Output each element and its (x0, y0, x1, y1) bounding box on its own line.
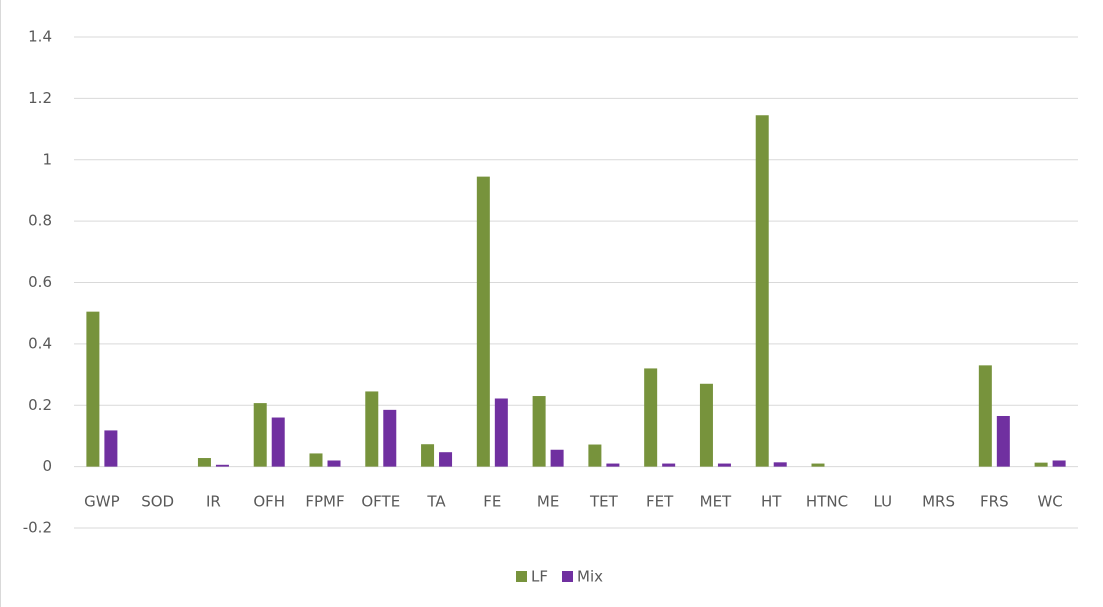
x-tick-label: OFTE (361, 493, 400, 511)
legend-label: Mix (577, 568, 603, 586)
y-tick-label: 1.2 (28, 89, 52, 107)
x-tick-label: SOD (141, 493, 174, 511)
y-tick-label: 0 (42, 457, 52, 475)
bar (978, 365, 992, 467)
bar (476, 176, 490, 467)
bar (271, 417, 285, 467)
bar (365, 391, 379, 467)
bar (644, 368, 658, 467)
legend-label: LF (531, 568, 548, 586)
x-tick-label: MRS (922, 493, 955, 511)
x-tick-label: HT (761, 493, 782, 511)
bar (811, 463, 825, 467)
x-tick-label: FRS (980, 493, 1009, 511)
bar (197, 458, 211, 467)
x-tick-label: TET (589, 493, 619, 511)
x-tick-label: IR (206, 493, 221, 511)
x-tick-label: HTNC (806, 493, 848, 511)
bar (439, 452, 453, 467)
bar (215, 464, 229, 467)
bar (1052, 460, 1066, 467)
x-tick-label: MET (700, 493, 732, 511)
bar (550, 449, 564, 467)
bar (996, 415, 1010, 467)
legend-swatch (562, 571, 573, 582)
bar (699, 383, 713, 467)
x-tick-label: ME (537, 493, 559, 511)
y-tick-label: -0.2 (23, 519, 52, 537)
y-tick-label: 0.2 (28, 396, 52, 414)
x-tick-label: LU (873, 493, 892, 511)
x-tick-label: OFH (253, 493, 285, 511)
bar (494, 398, 508, 467)
x-tick-label: FET (646, 493, 674, 511)
x-tick-label: GWP (84, 493, 120, 511)
bar (662, 463, 676, 467)
x-tick-label: TA (426, 493, 446, 511)
bar (588, 444, 602, 467)
x-tick-label: FE (483, 493, 501, 511)
bar (421, 444, 435, 467)
y-tick-label: 0.8 (28, 212, 52, 230)
y-tick-label: 0.6 (28, 273, 52, 291)
bar (104, 430, 118, 467)
y-tick-label: 1.4 (28, 28, 52, 46)
bar (86, 311, 100, 467)
y-tick-label: 1 (42, 150, 52, 168)
bar (606, 463, 620, 467)
bar (383, 409, 397, 467)
bar (1034, 462, 1048, 467)
x-tick-label: FPMF (305, 493, 344, 511)
bar (309, 453, 323, 467)
bar (253, 403, 267, 467)
bar (717, 463, 731, 467)
bar (532, 396, 546, 467)
bar (327, 460, 341, 467)
y-tick-label: 0.4 (28, 334, 52, 352)
x-tick-label: WC (1037, 493, 1062, 511)
bar (755, 115, 769, 467)
legend-swatch (516, 571, 527, 582)
bar (773, 462, 787, 467)
